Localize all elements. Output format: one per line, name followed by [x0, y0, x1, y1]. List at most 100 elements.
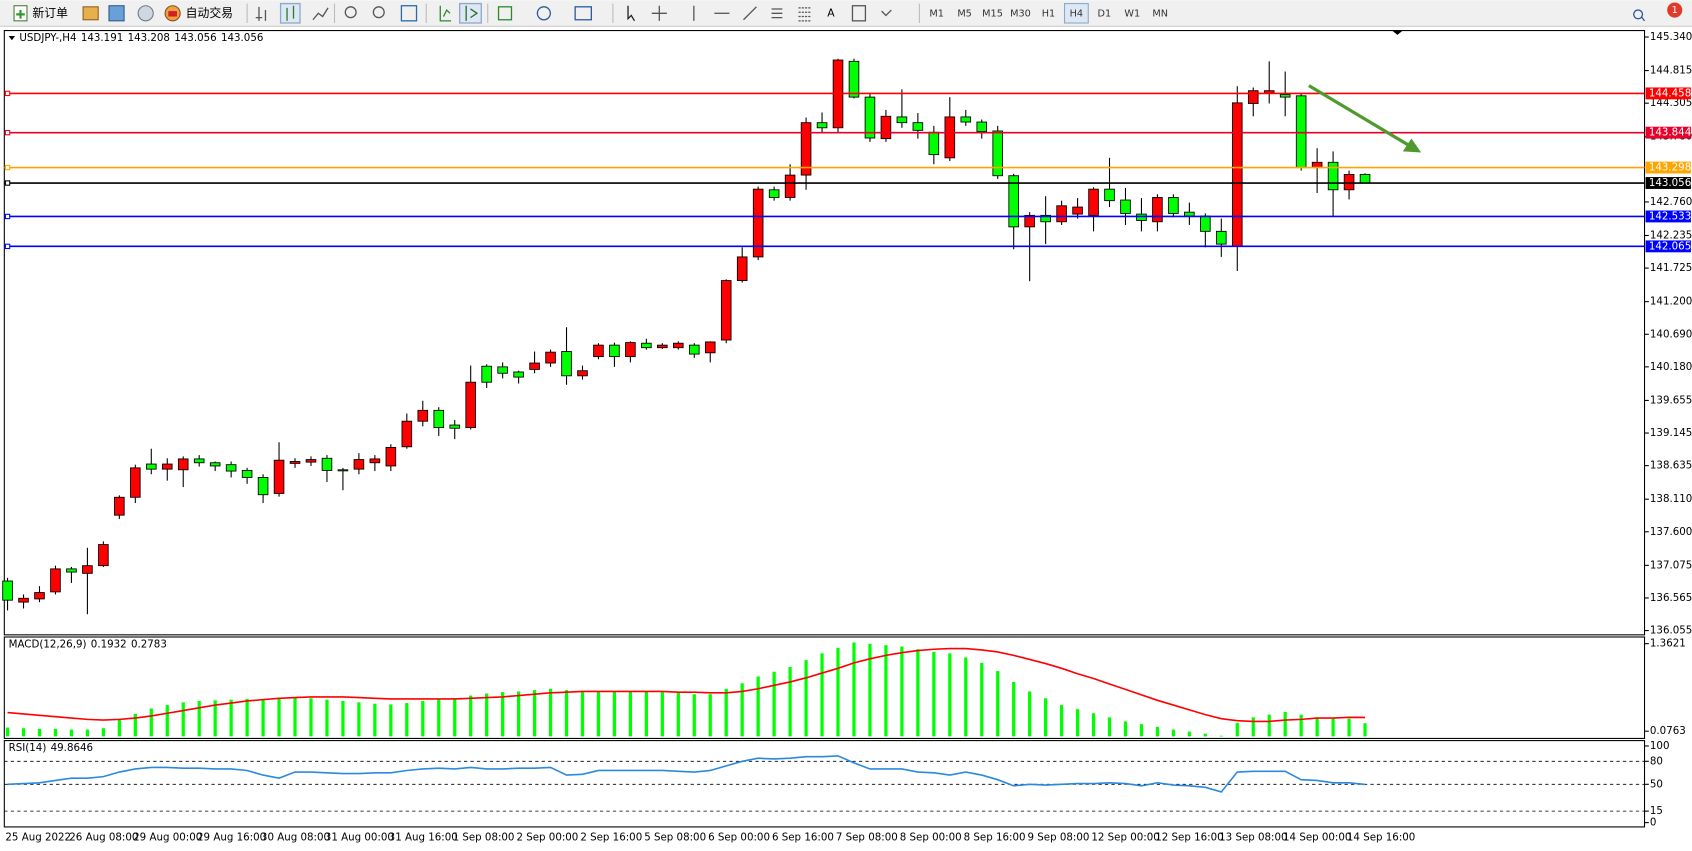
macd-bar — [309, 698, 313, 737]
candle-body — [385, 446, 397, 467]
candle-body — [130, 467, 141, 498]
timeframe-bar: M1 M5 M15 M30 H1 H4 D1 W1 MN — [929, 3, 1168, 24]
tool-icon[interactable] — [108, 5, 125, 22]
macd-bar — [964, 657, 968, 737]
x-tick-label: 12 Sep 00:00 — [1091, 832, 1159, 844]
timeframe-button[interactable]: M5 — [957, 8, 972, 19]
candle-body — [960, 116, 972, 123]
level-anchor — [4, 180, 11, 186]
macd-bar — [165, 705, 169, 737]
candle-body — [800, 122, 812, 176]
macd-bar — [804, 660, 808, 737]
text-tool[interactable]: A — [827, 6, 835, 19]
periods-icon[interactable] — [536, 6, 551, 21]
tool-icons — [255, 2, 1646, 24]
fibo-icon[interactable] — [798, 7, 812, 22]
timeframe-button[interactable]: MN — [1152, 8, 1168, 19]
macd-bar — [181, 702, 185, 737]
notification-count: 1 — [1672, 5, 1678, 16]
candle-chart-selected[interactable] — [279, 2, 301, 24]
candle-body — [912, 122, 924, 131]
new-order-button[interactable]: 新订单 — [13, 5, 68, 22]
candle-body — [18, 597, 29, 603]
autoscroll-icon[interactable] — [439, 5, 452, 22]
x-tick-label: 8 Sep 16:00 — [964, 832, 1026, 844]
macd-bar — [341, 700, 345, 737]
macd-bar — [5, 727, 10, 737]
timeframe-button[interactable]: W1 — [1124, 8, 1140, 19]
arrows-icon[interactable] — [881, 9, 892, 17]
macd-bar — [692, 694, 696, 737]
level-label: 142.065 — [1649, 240, 1691, 252]
timeframe-button[interactable]: D1 — [1098, 8, 1112, 19]
timeframe-button[interactable]: H4 — [1070, 8, 1083, 19]
y-tick-label: 144.305 — [1650, 97, 1692, 109]
crosshair-icon[interactable] — [651, 5, 667, 21]
candle-body — [1136, 213, 1147, 221]
auto-trading-stop — [168, 11, 177, 17]
tile-icon[interactable] — [400, 5, 418, 22]
indicators-icon[interactable] — [497, 6, 513, 21]
macd-bar — [1267, 714, 1271, 737]
auto-trading-button[interactable]: 自动交易 — [164, 5, 233, 22]
timeframe-button[interactable]: M15 — [982, 8, 1003, 19]
macd-bar — [868, 643, 872, 737]
rsi-title: RSI(14) — [9, 742, 47, 754]
macd-bar — [820, 653, 824, 737]
candle-body — [657, 344, 668, 349]
candle-body — [673, 342, 684, 349]
level-label: 142.533 — [1649, 210, 1691, 222]
shift-selected[interactable] — [459, 2, 482, 24]
candle-body — [98, 544, 109, 567]
x-tick-label: 31 Aug 00:00 — [325, 832, 394, 844]
x-tick-label: 6 Sep 16:00 — [772, 832, 834, 844]
macd-bar — [1331, 718, 1335, 737]
macd-bar — [932, 651, 936, 737]
zoom-out-icon[interactable] — [372, 6, 385, 19]
tool-icon[interactable] — [137, 5, 154, 22]
trendline-icon[interactable] — [743, 6, 757, 21]
level-anchor — [4, 90, 11, 97]
timeframe-button[interactable]: M1 — [929, 8, 944, 19]
candle-body — [992, 130, 1004, 177]
shift-icon[interactable] — [465, 5, 479, 21]
macd-bar — [724, 688, 728, 737]
candle-chart-icon[interactable] — [286, 5, 295, 21]
line-chart-icon[interactable] — [312, 7, 329, 21]
templates-icon[interactable] — [574, 6, 592, 21]
open-header: 143.191 — [81, 32, 123, 44]
timeframe-button[interactable]: M30 — [1010, 8, 1031, 19]
candle-body — [688, 344, 700, 355]
zoom-in-icon[interactable] — [344, 6, 357, 19]
notification-badge[interactable] — [1667, 2, 1683, 18]
candle-body — [1104, 188, 1115, 202]
macd-bar — [516, 691, 521, 737]
macd-bar — [389, 704, 393, 737]
macd-bar — [1283, 711, 1287, 737]
candle-body — [321, 457, 333, 471]
bar-chart-icon[interactable] — [255, 6, 267, 21]
channel-icon[interactable] — [771, 8, 783, 19]
macd-bar — [85, 729, 90, 737]
toolbar-separators — [246, 3, 920, 24]
macd-bar — [1171, 729, 1176, 737]
cursor-icon[interactable] — [627, 5, 636, 22]
candle-body — [289, 461, 301, 464]
candle-body — [209, 462, 221, 467]
rsi-value: 49.8646 — [51, 742, 93, 754]
candle-body — [1216, 230, 1227, 245]
candle-body — [1231, 102, 1243, 247]
label-icon[interactable] — [851, 5, 867, 22]
candle-body — [1200, 215, 1211, 232]
candle-body — [944, 116, 956, 159]
search-icon[interactable] — [1633, 9, 1646, 22]
timeframe-button[interactable]: H1 — [1042, 8, 1055, 19]
candle-body — [513, 371, 524, 378]
candle-body — [465, 381, 476, 429]
candle-body — [353, 459, 365, 470]
y-tick-label: 0 — [1650, 817, 1657, 829]
x-tick-label: 13 Sep 08:00 — [1219, 832, 1287, 844]
candle-body — [82, 565, 93, 574]
macd-pane — [3, 636, 1646, 739]
tool-icon[interactable] — [82, 6, 99, 21]
